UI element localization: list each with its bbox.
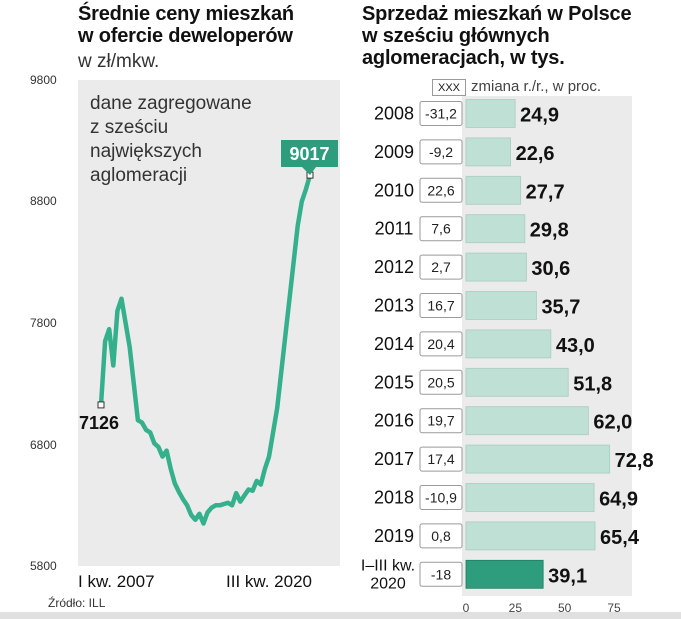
bar-category-label: 2008 [374,104,414,124]
sales-bar [465,291,537,320]
bar-category-label: 2015 [374,372,414,392]
y-tick-6800: 6800 [30,438,57,452]
x-label-end: III kw. 2020 [226,572,312,591]
source-note: Źródło: ILL [48,596,106,610]
bar-value-label: 27,7 [526,181,565,203]
bar-value-label: 24,9 [520,105,559,127]
sales-bar [465,175,522,205]
change-value: 20,5 [427,374,454,390]
chart-annotation: dane zagregowane z sześciu największych … [90,93,252,186]
bar-category-label: 2013 [374,296,414,316]
change-box [419,523,463,549]
bar-category-label: 2019 [374,526,414,546]
bar-value-label: 72,8 [615,450,654,472]
left-title-line1: Średnie ceny mieszkań [78,3,294,25]
bar-category-label: 2012 [374,257,414,277]
change-box [419,446,463,472]
left-chart-subtitle: w zł/mkw. [78,51,160,72]
bar-category-label: 2017 [374,449,414,469]
left-chart-title: Średnie ceny mieszkań w ofercie dewelope… [78,3,294,47]
change-value: -9,2 [429,144,453,160]
end-value-label: 9017 [289,144,329,164]
change-box [419,254,463,280]
price-series-line [98,172,313,526]
sales-bar [465,329,552,359]
change-value: -31,2 [425,106,457,122]
y-tick-9800: 9800 [30,73,57,87]
bar-category-label: 2020 [370,575,406,592]
change-value: 19,7 [427,413,454,429]
start-value-label: 7126 [79,413,119,433]
y-tick-7800: 7800 [30,316,57,330]
sales-bar [465,367,569,397]
bar-value-label: 39,1 [548,565,587,587]
bar-category-label: 2018 [374,488,414,508]
bar-value-label: 62,0 [593,412,632,434]
x-label-start: I kw. 2007 [78,572,155,591]
bar-category-label: 2014 [374,334,414,354]
change-box [419,485,463,510]
sales-bar [465,99,516,128]
bar-value-label: 29,8 [530,220,569,242]
bar-value-label: 35,7 [541,297,580,319]
right-title-line3: aglomeracjach, w tys. [362,47,565,69]
change-value: 20,4 [427,336,454,352]
change-box [419,293,463,318]
sales-bar [465,559,544,589]
right-chart-title: Sprzedaż mieszkań w Polsce w sześciu głó… [362,3,632,69]
change-box [419,177,463,203]
change-value: 0,8 [431,528,451,544]
bar-value-label: 65,4 [600,527,640,549]
change-value: 17,4 [427,451,454,467]
footer-bar [0,612,681,619]
bar-category-label: 2016 [374,411,414,431]
x-tick-label: 25 [509,601,523,615]
end-value-badge [281,140,338,167]
bar-value-label: 22,6 [516,143,555,165]
bar-value-label: 51,8 [573,373,612,395]
change-value: -10,9 [425,490,457,506]
sales-bar [465,214,526,244]
change-value: 2,7 [431,259,451,275]
end-value-badge-pointer [302,167,316,175]
sales-bar [465,521,596,551]
legend-text: zmiana r./r., w proc. [471,78,602,95]
change-value: 22,6 [427,182,454,198]
change-box [419,216,463,242]
change-box [419,561,463,587]
x-tick-label: 0 [463,601,470,615]
start-point-marker [97,401,105,409]
sales-bar [465,444,611,474]
change-value: -18 [431,566,451,582]
right-title-line2: w sześciu głównych [362,25,550,47]
legend-swatch: XXX [432,79,466,96]
change-box [419,101,463,126]
bar-category-label: 2009 [374,142,414,162]
right-title-line1: Sprzedaż mieszkań w Polsce [362,3,632,25]
change-box [419,408,463,434]
sales-bar [465,406,589,436]
y-tick-5800: 5800 [30,559,57,573]
x-tick-label: 75 [607,601,621,615]
bar-category-label: I–III kw. [361,557,415,574]
change-box [419,331,463,357]
bar-value-label: 64,9 [599,489,638,511]
change-value: 7,6 [431,221,451,237]
bar-value-label: 43,0 [556,335,595,357]
y-tick-8800: 8800 [30,194,57,208]
change-box [419,139,463,165]
bar-category-label: 2010 [374,180,414,200]
change-value: 16,7 [427,298,454,314]
sales-bar [465,483,595,512]
sales-bar [465,137,511,167]
bar-value-label: 30,6 [531,258,570,280]
sales-bar [465,252,527,282]
left-title-line2: w ofercie deweloperów [78,25,293,47]
x-tick-label: 50 [558,601,572,615]
bar-category-label: 2011 [375,219,414,239]
change-box [419,369,463,395]
